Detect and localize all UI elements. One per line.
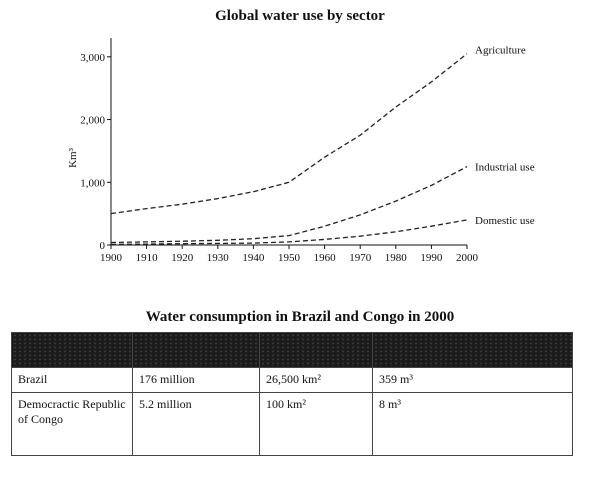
y-axis-label: Km³ (67, 147, 79, 168)
x-tick-label: 1940 (242, 252, 265, 264)
y-axis-ticks: 0 1,000 2,000 3,000 (80, 52, 111, 252)
x-tick-label: 1910 (136, 252, 159, 264)
x-tick-label: 1920 (171, 252, 194, 264)
x-tick-label: 1980 (385, 252, 408, 264)
population-cell: 5.2 million (132, 392, 260, 456)
chart-axes (110, 38, 467, 246)
series-line-domestic-use (110, 219, 468, 246)
x-axis-ticks: 1900 1910 1920 1930 1940 1950 1960 1970 1980 1990… (100, 245, 479, 264)
series-labels: Agriculture Industrial use Domestic use (475, 45, 535, 227)
series-label: Agriculture (475, 45, 526, 57)
irrigated-land-cell: 100 km² (259, 392, 373, 456)
y-tick-label: 2,000 (80, 115, 105, 127)
water-consumption-table: Brazil 176 million 26,500 km² 359 m³ Dem… (11, 332, 573, 456)
line-chart: 0 1,000 2,000 3,000 1900 1910 1920 1930 1940 195… (67, 38, 535, 264)
series-line-agriculture (110, 53, 468, 215)
series-line-industrial-use (110, 166, 468, 244)
x-tick-label: 1970 (349, 252, 372, 264)
y-tick-label: 3,000 (80, 52, 105, 64)
table-title: Water consumption in Brazil and Congo in… (145, 309, 455, 325)
header-cell (132, 332, 260, 368)
table-row: Democractic Republic of Congo 5.2 millio… (11, 392, 573, 456)
irrigated-land-cell: 26,500 km² (259, 367, 373, 393)
population-cell: 176 million (132, 367, 260, 393)
y-tick-label: 1,000 (80, 177, 105, 189)
table-row: Brazil 176 million 26,500 km² 359 m³ (11, 367, 573, 393)
header-cell (11, 332, 133, 368)
x-tick-label: 1900 (100, 252, 123, 264)
x-tick-label: 1930 (207, 252, 230, 264)
x-tick-label: 1950 (278, 252, 301, 264)
country-cell: Democractic Republic of Congo (11, 392, 133, 456)
country-cell: Brazil (11, 367, 133, 393)
consumption-cell: 8 m³ (372, 392, 573, 456)
x-tick-label: 1990 (420, 252, 443, 264)
chart-title: Global water use by sector (215, 8, 385, 24)
table-header-row (11, 332, 573, 368)
y-tick-label: 0 (100, 240, 106, 252)
x-tick-label: 2000 (456, 252, 479, 264)
consumption-cell: 359 m³ (372, 367, 573, 393)
x-tick-label: 1960 (314, 252, 337, 264)
series-label: Domestic use (475, 215, 535, 227)
header-cell (372, 332, 573, 368)
series-lines (110, 53, 468, 246)
series-label: Industrial use (475, 162, 535, 174)
header-cell (259, 332, 373, 368)
